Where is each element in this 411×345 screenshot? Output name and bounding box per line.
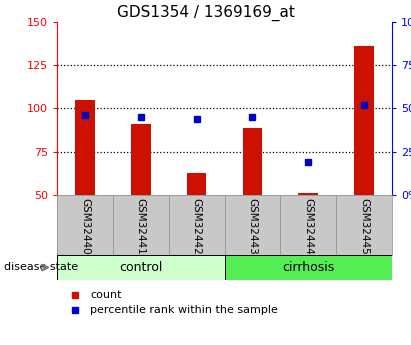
- Text: GSM32442: GSM32442: [192, 198, 201, 255]
- Text: GDS1354 / 1369169_at: GDS1354 / 1369169_at: [117, 5, 294, 21]
- Text: GSM32441: GSM32441: [136, 198, 146, 255]
- Text: GSM32440: GSM32440: [80, 198, 90, 255]
- Bar: [131, 124, 150, 195]
- Bar: [75, 100, 95, 195]
- Bar: [224, 255, 392, 280]
- Text: GSM32444: GSM32444: [303, 198, 313, 255]
- Text: cirrhosis: cirrhosis: [282, 261, 335, 274]
- Text: control: control: [119, 261, 162, 274]
- Text: GSM32443: GSM32443: [247, 198, 257, 255]
- Bar: [242, 128, 262, 195]
- Text: disease state: disease state: [4, 263, 78, 273]
- Text: percentile rank within the sample: percentile rank within the sample: [90, 305, 278, 315]
- Text: GSM32445: GSM32445: [359, 198, 369, 255]
- Bar: [298, 193, 318, 195]
- Text: count: count: [90, 290, 122, 300]
- Bar: [187, 172, 206, 195]
- Bar: [57, 255, 224, 280]
- Bar: [354, 46, 374, 195]
